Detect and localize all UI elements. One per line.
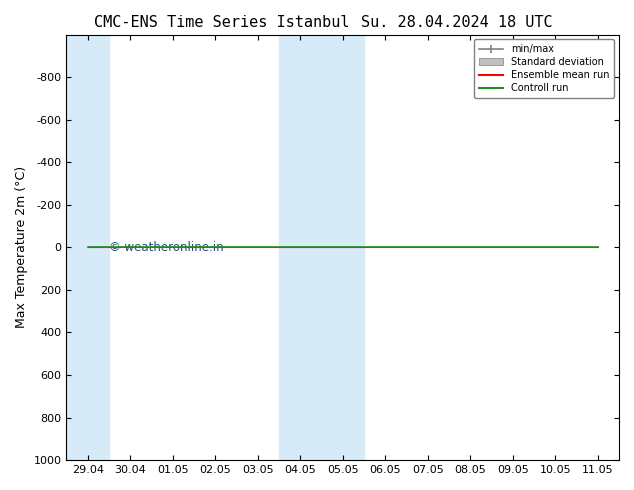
Text: Su. 28.04.2024 18 UTC: Su. 28.04.2024 18 UTC <box>361 15 552 30</box>
Bar <box>67 35 109 460</box>
Bar <box>279 35 364 460</box>
Y-axis label: Max Temperature 2m (°C): Max Temperature 2m (°C) <box>15 166 28 328</box>
Text: © weatheronline.in: © weatheronline.in <box>109 241 224 254</box>
Legend: min/max, Standard deviation, Ensemble mean run, Controll run: min/max, Standard deviation, Ensemble me… <box>474 40 614 98</box>
Text: CMC-ENS Time Series Istanbul: CMC-ENS Time Series Istanbul <box>94 15 349 30</box>
